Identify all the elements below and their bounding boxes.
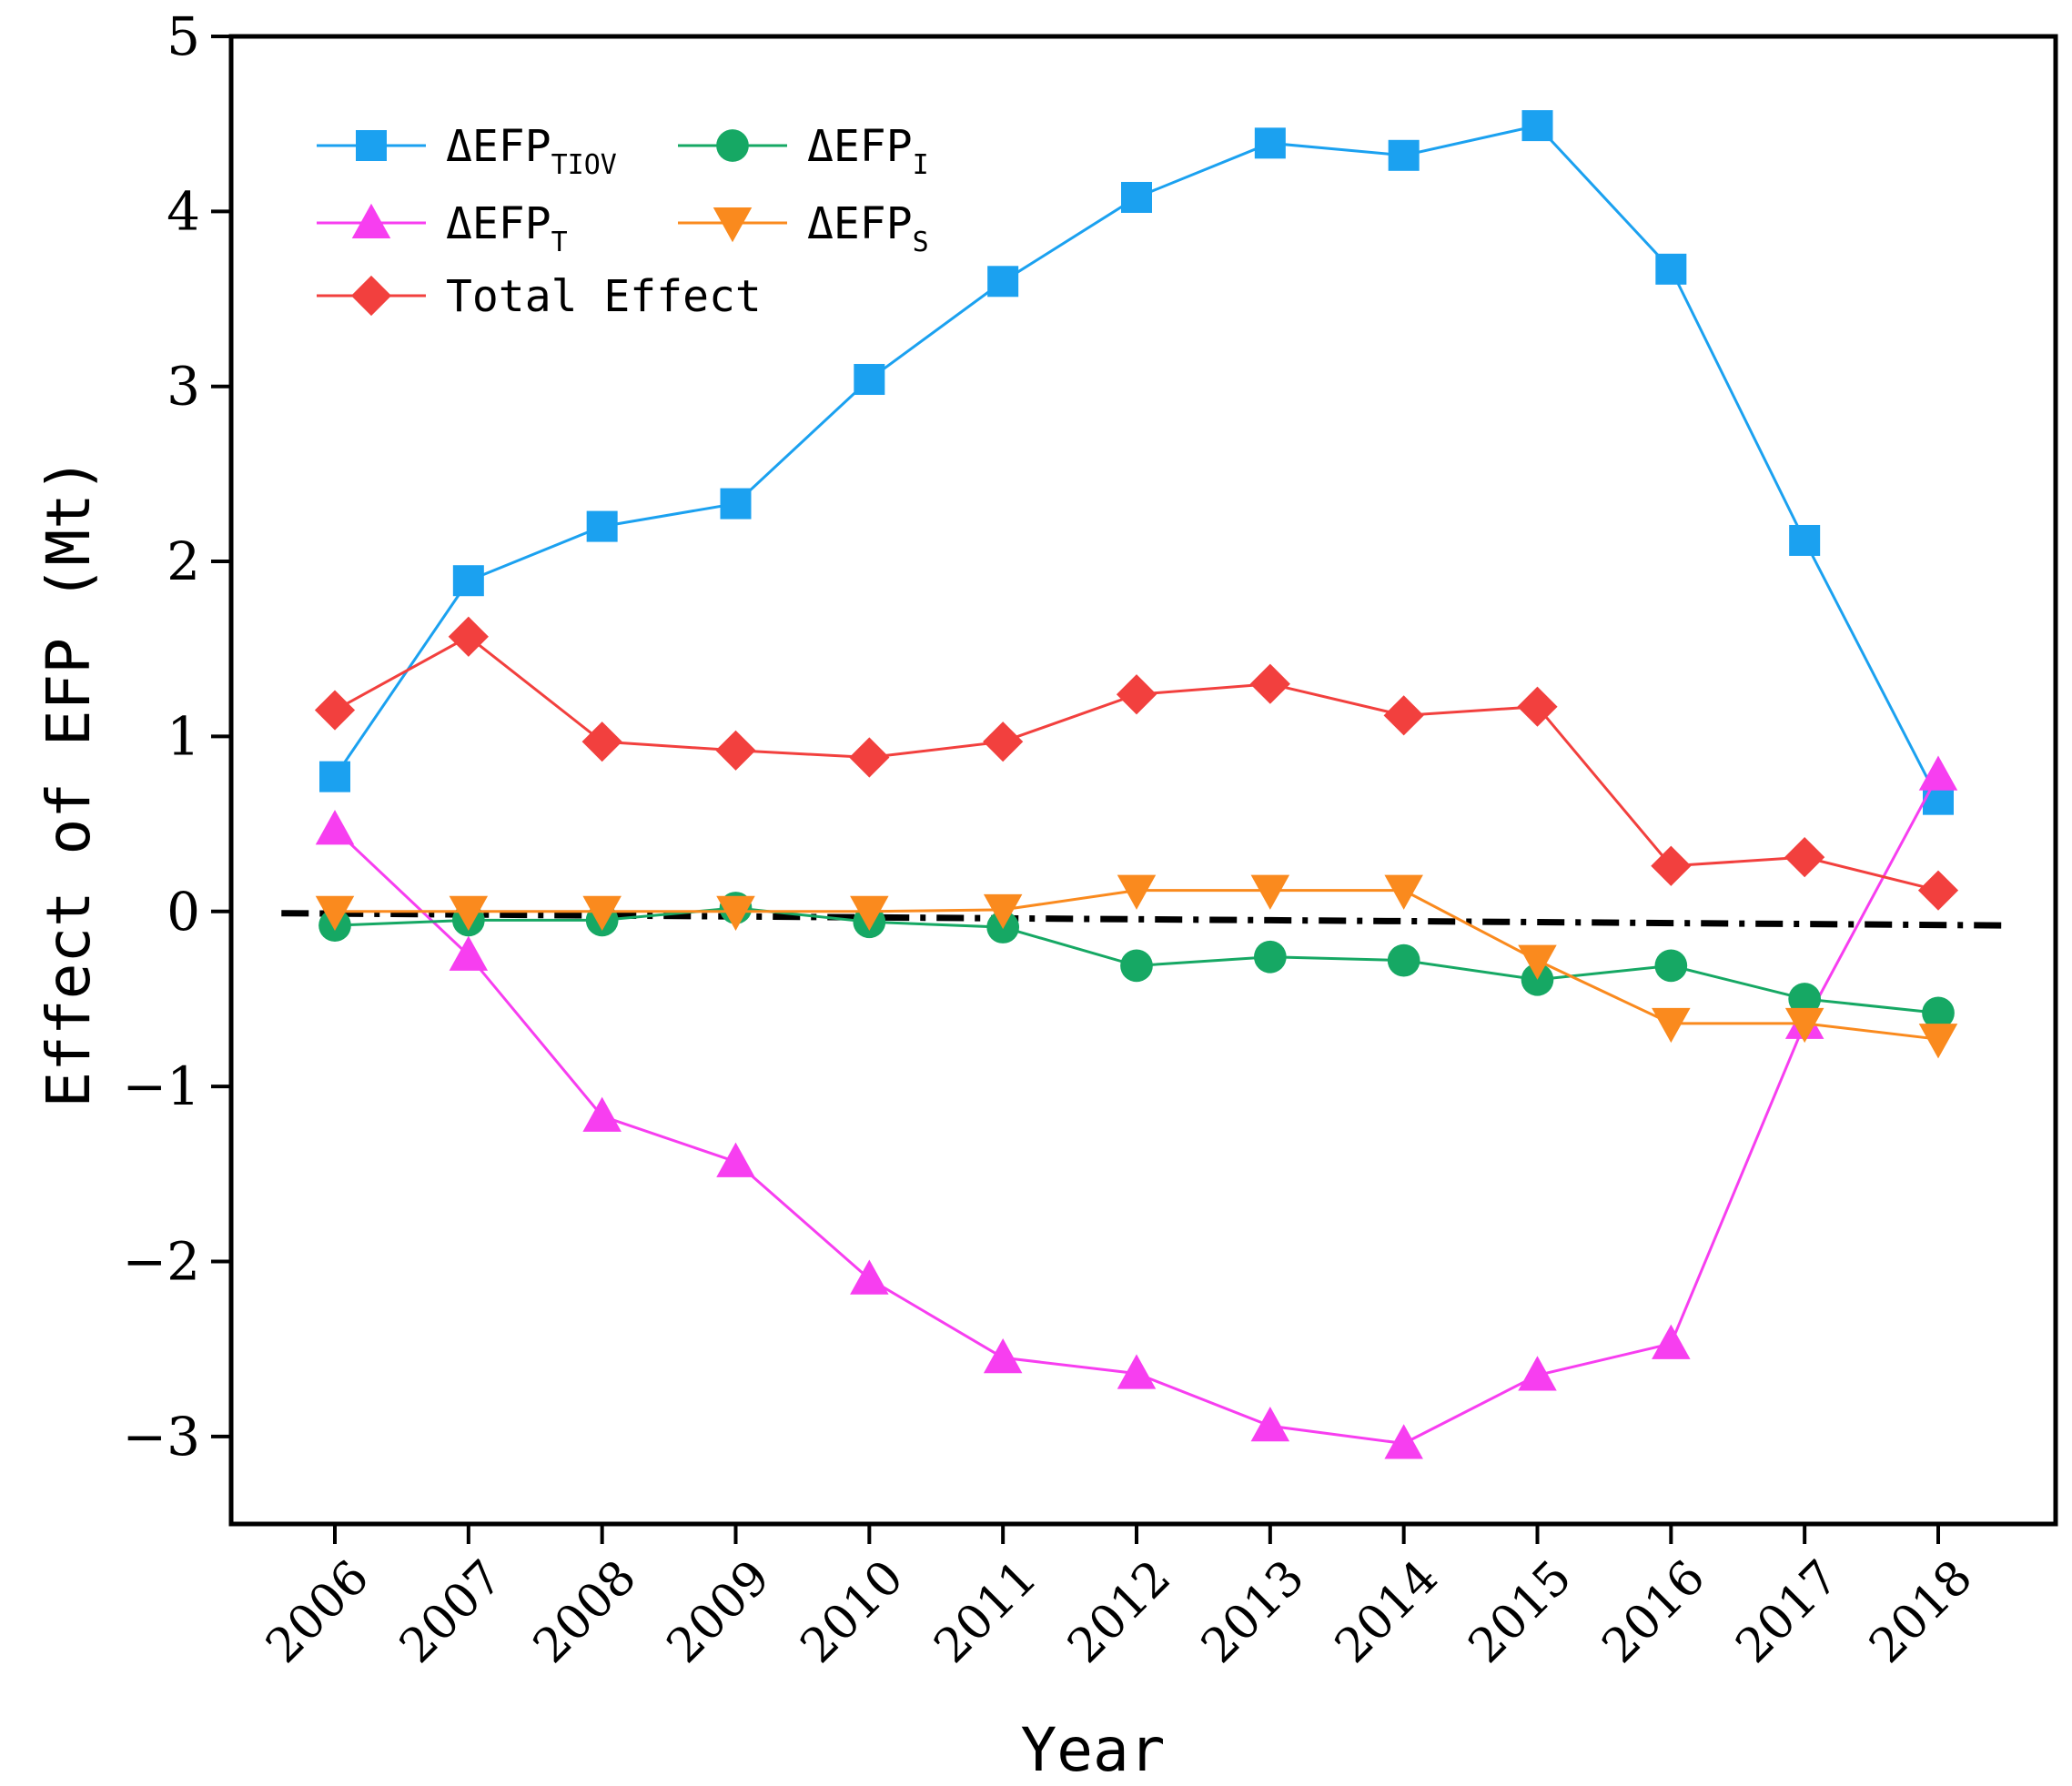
data-point-efp-tiov xyxy=(1655,253,1687,285)
legend-label: Total Effect xyxy=(446,271,762,322)
data-point-total-effect xyxy=(1383,695,1424,736)
data-point-total-effect xyxy=(1249,663,1290,704)
data-point-efp-tiov xyxy=(1121,181,1152,213)
data-point-total-effect xyxy=(1917,870,1959,911)
data-point-efp-tiov xyxy=(1521,110,1553,142)
series-efp-tiov xyxy=(319,110,1954,815)
series-efp-s xyxy=(315,874,1958,1059)
data-point-efp-s xyxy=(1518,944,1557,980)
y-axis: −3 −2 −1 0 1 2 3 4 5 xyxy=(123,5,231,1468)
data-point-efp-s xyxy=(1652,1007,1691,1044)
legend-entry-efp-t: ΔEFPT xyxy=(317,198,568,258)
y-tick-label: 5 xyxy=(167,5,200,67)
legend-label: ΔEFPS xyxy=(807,198,929,258)
zero-reference-line xyxy=(281,910,2006,929)
data-point-total-effect xyxy=(1784,837,1825,878)
data-point-efp-i xyxy=(1253,940,1287,974)
data-point-efp-t xyxy=(1250,1407,1290,1442)
y-tick-label: −2 xyxy=(123,1230,201,1292)
y-tick-label: 0 xyxy=(167,881,200,943)
legend-marker xyxy=(356,130,387,161)
data-point-efp-s xyxy=(983,893,1023,930)
y-tick-label: 1 xyxy=(167,705,200,767)
data-point-efp-tiov xyxy=(854,364,885,396)
data-point-efp-t xyxy=(582,1096,622,1132)
data-point-efp-tiov xyxy=(1254,127,1286,159)
series-layer xyxy=(314,110,1959,1459)
data-point-efp-t xyxy=(716,1142,755,1177)
data-point-efp-i xyxy=(1922,996,1955,1030)
data-point-efp-t xyxy=(449,935,489,971)
legend-label: ΔEFPTIOV xyxy=(446,121,617,181)
legend-label: ΔEFPI xyxy=(807,121,929,181)
y-tick-label: 4 xyxy=(167,180,200,242)
data-point-total-effect xyxy=(448,616,489,657)
legend-marker xyxy=(716,129,749,162)
data-point-total-effect xyxy=(314,690,356,731)
series-efp-t xyxy=(315,755,1958,1459)
data-point-efp-s xyxy=(1250,874,1290,910)
data-point-efp-t xyxy=(1518,1356,1557,1391)
data-point-efp-tiov xyxy=(987,266,1019,298)
data-point-efp-t xyxy=(315,810,355,845)
legend-entry-efp-i: ΔEFPI xyxy=(678,121,929,181)
data-point-efp-tiov xyxy=(1789,524,1821,556)
data-point-total-effect xyxy=(581,721,622,762)
data-point-efp-s xyxy=(1784,1007,1824,1044)
data-point-total-effect xyxy=(983,721,1024,762)
series-total-effect xyxy=(314,616,1959,911)
legend-entry-efp-s: ΔEFPS xyxy=(678,198,929,258)
data-point-efp-tiov xyxy=(586,510,618,542)
data-point-efp-s xyxy=(850,895,889,932)
data-point-total-effect xyxy=(1517,686,1558,727)
data-point-efp-t xyxy=(850,1259,889,1295)
data-point-efp-tiov xyxy=(1388,139,1420,171)
data-point-efp-tiov xyxy=(319,761,350,792)
legend-marker xyxy=(351,203,391,238)
data-point-efp-s xyxy=(449,895,489,932)
legend: ΔEFPTIOV ΔEFPT Total Effect ΔEFPI ΔEFPS xyxy=(317,121,929,322)
data-point-total-effect xyxy=(715,730,756,771)
data-point-efp-t xyxy=(1117,1354,1157,1389)
data-point-total-effect xyxy=(1116,674,1157,715)
data-point-efp-i xyxy=(1654,949,1688,983)
y-tick-label: 2 xyxy=(167,530,200,592)
data-point-efp-t xyxy=(983,1338,1023,1374)
reference-line-layer xyxy=(281,910,2006,929)
data-point-efp-i xyxy=(1120,949,1153,983)
data-point-efp-s xyxy=(315,895,355,932)
data-point-efp-s xyxy=(582,895,622,932)
data-point-efp-tiov xyxy=(452,565,484,597)
legend-marker xyxy=(713,207,753,243)
y-tick-label: −3 xyxy=(123,1406,201,1468)
data-point-efp-tiov xyxy=(720,488,752,520)
data-point-efp-s xyxy=(716,895,755,932)
legend-entry-total-effect: Total Effect xyxy=(317,271,762,322)
data-point-efp-i xyxy=(1788,983,1822,1015)
data-point-efp-t xyxy=(1384,1424,1423,1459)
data-point-efp-t xyxy=(1652,1324,1691,1359)
legend-marker xyxy=(350,275,392,317)
data-point-efp-s xyxy=(1918,1024,1958,1059)
x-axis-title: Year xyxy=(1021,1715,1166,1785)
plot-frame xyxy=(228,34,2058,1527)
data-point-total-effect xyxy=(849,737,890,778)
data-point-efp-i xyxy=(1387,943,1420,977)
data-point-efp-s xyxy=(1384,874,1423,910)
y-tick-label: −1 xyxy=(123,1055,201,1117)
data-point-total-effect xyxy=(1651,845,1692,886)
legend-entry-efp-tiov: ΔEFPTIOV xyxy=(317,121,617,181)
y-axis-title: Effect of EFP (Mt) xyxy=(34,457,104,1107)
legend-label: ΔEFPT xyxy=(446,198,568,258)
data-point-efp-s xyxy=(1117,874,1157,910)
data-point-efp-t xyxy=(1918,755,1958,791)
y-tick-label: 3 xyxy=(167,356,200,418)
